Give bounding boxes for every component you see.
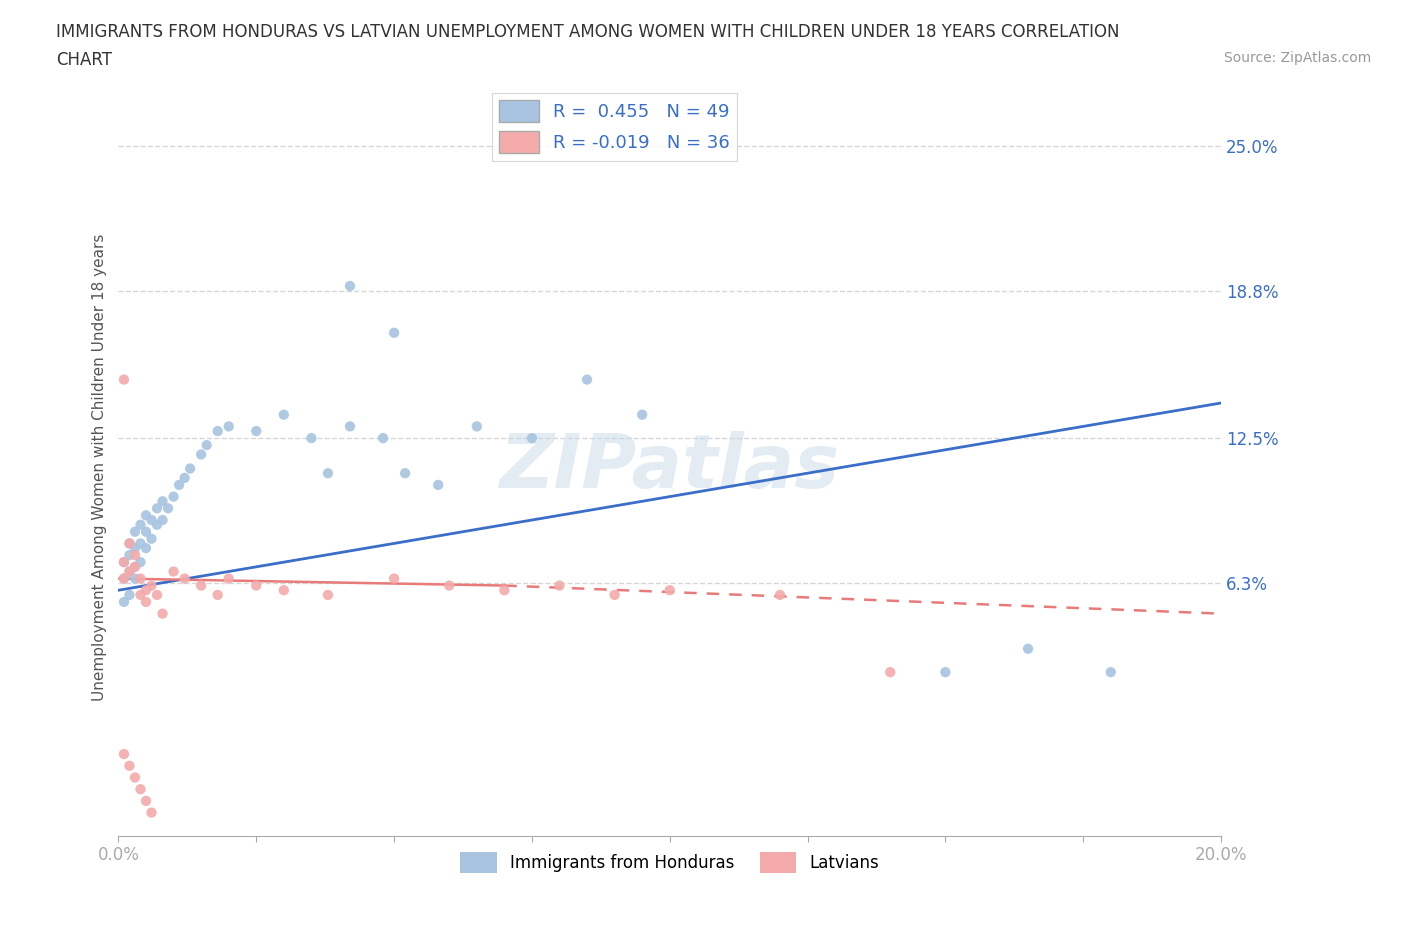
Point <box>273 407 295 422</box>
Point <box>129 554 152 569</box>
Point <box>427 477 450 492</box>
Point <box>124 559 146 574</box>
Point <box>118 536 141 551</box>
Point <box>631 407 654 422</box>
Point <box>190 447 212 462</box>
Point <box>273 583 295 598</box>
Point <box>316 466 339 481</box>
Point <box>934 665 956 680</box>
Point <box>118 588 141 603</box>
Text: Source: ZipAtlas.com: Source: ZipAtlas.com <box>1223 51 1371 65</box>
Point <box>173 471 195 485</box>
Point <box>124 525 146 539</box>
Point <box>129 588 152 603</box>
Point <box>603 588 626 603</box>
Point <box>207 588 229 603</box>
Point <box>152 606 174 621</box>
Point <box>382 326 405 340</box>
Point <box>152 512 174 527</box>
Point <box>1017 642 1039 657</box>
Point <box>135 583 157 598</box>
Point <box>190 578 212 593</box>
Point <box>162 565 184 579</box>
Point <box>118 536 141 551</box>
Point <box>548 578 571 593</box>
Point <box>124 548 146 563</box>
Legend: Immigrants from Honduras, Latvians: Immigrants from Honduras, Latvians <box>454 845 886 879</box>
Point <box>141 531 163 546</box>
Point <box>118 565 141 579</box>
Point <box>129 782 152 797</box>
Point <box>112 554 135 569</box>
Point <box>218 418 240 433</box>
Point <box>195 438 218 453</box>
Point <box>339 418 361 433</box>
Point <box>520 431 543 445</box>
Point <box>124 559 146 574</box>
Point <box>167 477 190 492</box>
Point <box>769 588 792 603</box>
Point <box>157 501 180 516</box>
Point <box>173 571 195 586</box>
Point <box>135 525 157 539</box>
Point <box>135 793 157 808</box>
Point <box>879 665 901 680</box>
Point <box>112 571 135 586</box>
Point <box>494 583 516 598</box>
Point <box>658 583 681 598</box>
Point <box>146 517 169 532</box>
Text: IMMIGRANTS FROM HONDURAS VS LATVIAN UNEMPLOYMENT AMONG WOMEN WITH CHILDREN UNDER: IMMIGRANTS FROM HONDURAS VS LATVIAN UNEM… <box>56 23 1119 41</box>
Point <box>394 466 416 481</box>
Point <box>245 424 267 439</box>
Point <box>218 571 240 586</box>
Point <box>135 508 157 523</box>
Y-axis label: Unemployment Among Women with Children Under 18 years: Unemployment Among Women with Children U… <box>93 233 107 701</box>
Point <box>245 578 267 593</box>
Point <box>118 548 141 563</box>
Point <box>112 594 135 609</box>
Point <box>124 540 146 555</box>
Point <box>465 418 488 433</box>
Point <box>112 571 135 586</box>
Point <box>135 594 157 609</box>
Point <box>129 571 152 586</box>
Point <box>162 489 184 504</box>
Point <box>1099 665 1122 680</box>
Point <box>152 494 174 509</box>
Point <box>129 536 152 551</box>
Point <box>141 805 163 820</box>
Point <box>118 758 141 773</box>
Point <box>124 571 146 586</box>
Point <box>371 431 394 445</box>
Point <box>299 431 322 445</box>
Point <box>112 747 135 762</box>
Point <box>129 517 152 532</box>
Point <box>118 565 141 579</box>
Point <box>382 571 405 586</box>
Point <box>439 578 461 593</box>
Point <box>112 554 135 569</box>
Text: ZIPatlas: ZIPatlas <box>499 431 839 504</box>
Text: CHART: CHART <box>56 51 112 69</box>
Point <box>141 512 163 527</box>
Point <box>316 588 339 603</box>
Point <box>141 578 163 593</box>
Point <box>146 501 169 516</box>
Point <box>339 278 361 293</box>
Point <box>146 588 169 603</box>
Point <box>135 540 157 555</box>
Point <box>112 372 135 387</box>
Point <box>576 372 599 387</box>
Point <box>207 424 229 439</box>
Point <box>179 461 201 476</box>
Point <box>124 770 146 785</box>
